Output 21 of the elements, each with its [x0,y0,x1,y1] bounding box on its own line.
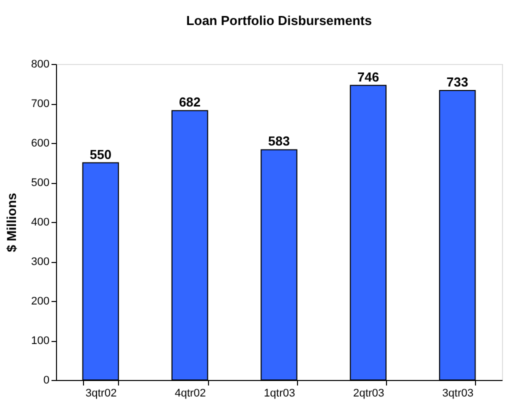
x-tick-label: 2qtr03 [353,388,384,400]
chart-title: Loan Portfolio Disbursements [186,13,372,28]
data-label: 682 [178,94,201,110]
y-axis-title: $ Millions [4,192,20,252]
y-tick-label: 400 [31,216,50,228]
x-tick-label: 3qtr02 [86,388,117,400]
y-tick-label: 500 [31,177,50,189]
data-label: 733 [446,74,468,90]
y-tick-label: 600 [31,138,50,150]
data-label: 583 [268,134,290,149]
y-tick-label: 100 [31,335,50,347]
y-tick-label: 300 [31,256,50,268]
x-tick-label: 1qtr03 [264,388,296,400]
y-tick-label: 800 [31,58,50,70]
x-tick-label: 3qtr03 [442,388,474,400]
x-tick-label: 4qtr02 [174,388,206,400]
y-tick-label: 200 [31,296,50,308]
y-tick-label: 0 [43,374,50,386]
y-tick-label: 700 [31,98,50,110]
data-label: 550 [90,146,112,162]
data-label: 746 [357,69,380,84]
